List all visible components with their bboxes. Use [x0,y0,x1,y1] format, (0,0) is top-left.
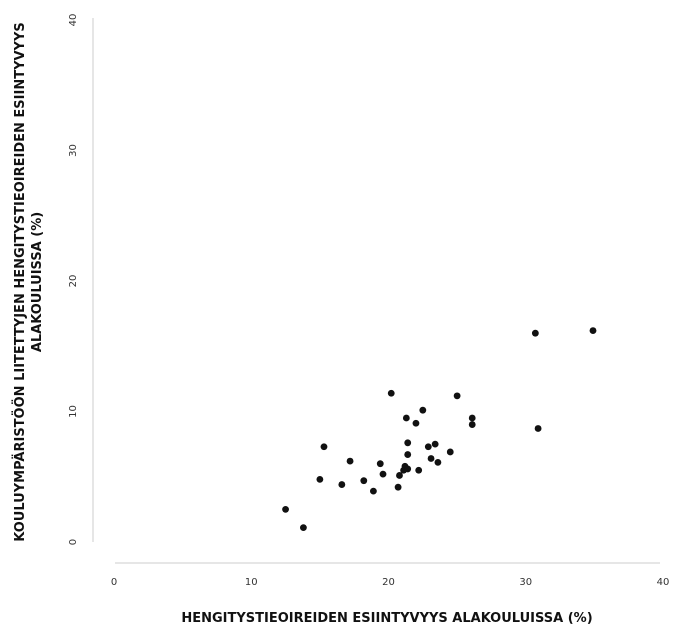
data-point [370,487,377,495]
y-tick-labels: 0 10 20 30 40 [68,14,79,546]
data-point [468,414,476,422]
x-axis-title: HENGITYSTIEOIREIDEN ESIINTYVYYS ALAKOULU… [181,611,592,626]
y-tick-label: 40 [68,14,79,27]
data-point [404,439,412,447]
data-point [394,483,402,491]
data-point [376,460,384,468]
data-point [282,505,289,513]
data-point [402,414,410,422]
data-point [316,475,324,483]
data-point [360,477,368,485]
y-axis-title-line-2: ALAKOULUISSA (%) [30,212,45,352]
data-point [589,327,597,334]
data-point [412,419,420,427]
x-tick-label: 10 [245,577,258,588]
data-point [446,448,454,456]
data-point [434,458,442,466]
data-point [415,466,423,474]
x-tick-label: 40 [657,577,670,588]
data-point [300,524,307,532]
data-point [387,389,395,397]
data-point [338,481,346,488]
data-point [468,421,476,428]
y-axis-title: KOULUYMPÄRISTÖÖN LIITETTYJEN HENGITYSTIE… [12,22,45,541]
data-point [404,451,412,458]
data-point [379,470,387,478]
data-points [282,327,597,532]
data-point [531,329,539,337]
data-point [396,472,403,479]
data-point [404,465,412,473]
data-point [424,443,432,451]
data-point [419,406,427,414]
y-axis-title-line-1: KOULUYMPÄRISTÖÖN LIITETTYJEN HENGITYSTIE… [12,22,28,541]
data-point [431,440,439,448]
x-tick-label: 30 [519,577,532,588]
data-point [320,443,328,451]
data-point [534,425,542,432]
x-tick-label: 20 [382,577,395,588]
data-point [427,455,435,462]
data-point [453,392,461,400]
y-tick-label: 0 [68,539,79,545]
y-tick-label: 30 [68,144,79,157]
y-tick-label: 20 [68,275,79,288]
x-tick-label: 0 [111,577,117,588]
x-tick-labels: 0 10 20 30 40 [111,577,670,588]
data-point [346,457,354,465]
y-tick-label: 10 [68,405,79,418]
